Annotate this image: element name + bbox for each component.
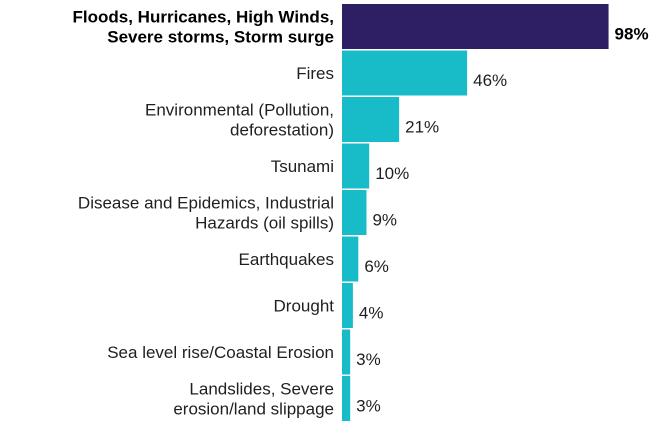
category-label-line: Floods, Hurricanes, High Winds, <box>73 8 334 27</box>
category-label: Disease and Epidemics, Industrial Hazards… <box>78 194 334 233</box>
bars-layer <box>342 4 609 421</box>
category-label: Landslides, Severe erosion/land slippage <box>173 380 334 419</box>
data-label: 21% <box>405 118 439 137</box>
data-label: 3% <box>356 397 381 416</box>
category-label-line: Earthquakes <box>239 250 334 269</box>
category-label-line: erosion/land slippage <box>173 400 334 419</box>
bar <box>342 143 370 189</box>
category-label-line: Drought <box>274 297 335 316</box>
category-label: Tsunami <box>271 157 334 176</box>
category-label-line: Severe storms, Storm surge <box>107 28 334 47</box>
category-label: Fires <box>296 64 334 83</box>
category-label: Floods, Hurricanes, High Winds, Severe st… <box>73 8 334 47</box>
data-label: 3% <box>356 350 381 369</box>
bar <box>342 190 367 235</box>
category-label-line: Sea level rise/Coastal Erosion <box>107 343 334 362</box>
category-label-line: Landslides, Severe <box>189 380 334 399</box>
category-label-line: Hazards (oil spills) <box>195 214 334 233</box>
bar <box>342 329 351 375</box>
data-label: 10% <box>375 164 409 183</box>
category-label: Sea level rise/Coastal Erosion <box>107 343 334 362</box>
bar <box>342 376 351 421</box>
bar <box>342 236 359 282</box>
category-label-line: Disease and Epidemics, Industrial <box>78 194 334 213</box>
bar <box>342 4 609 49</box>
category-label: Earthquakes <box>239 250 334 269</box>
bar <box>342 50 468 96</box>
category-label-line: Tsunami <box>271 157 334 176</box>
category-label-line: Fires <box>296 64 334 83</box>
bar <box>342 97 400 142</box>
category-label-line: Environmental (Pollution, <box>145 101 334 120</box>
labels-layer: 98% Floods, Hurricanes, High Winds, Severe… <box>73 8 649 419</box>
category-label: Environmental (Pollution, deforestation) <box>145 101 334 140</box>
category-label-line: deforestation) <box>230 121 334 140</box>
data-label: 4% <box>359 304 384 323</box>
data-label: 9% <box>372 211 397 230</box>
data-label: 98% <box>615 25 649 44</box>
data-label: 6% <box>364 257 389 276</box>
data-label: 46% <box>473 71 507 90</box>
bar <box>342 283 353 328</box>
category-label: Drought <box>274 297 335 316</box>
